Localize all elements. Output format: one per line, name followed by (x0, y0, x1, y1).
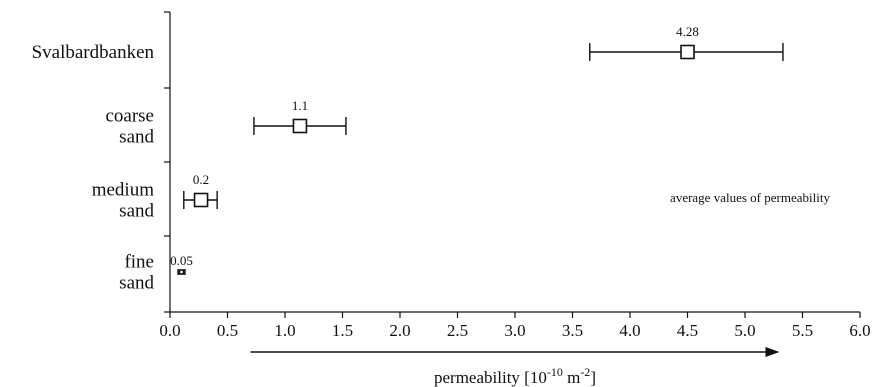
arrow-head (765, 347, 780, 357)
x-tick-label-5: 2.5 (447, 321, 468, 340)
x-tick-label-7: 3.5 (562, 321, 583, 340)
category-label-3-1: sand (119, 273, 154, 294)
x-axis-label-close: ] (590, 368, 596, 387)
category-label-1-0: coarse (105, 106, 154, 127)
x-tick-label-10: 5.0 (734, 321, 755, 340)
data-label-0: 4.28 (676, 24, 699, 39)
x-tick-label-2: 1.0 (274, 321, 295, 340)
x-axis-ticks: 0.0 0.5 1.0 1.5 2.0 2.5 3.0 3.5 4.0 4.5 5.0 5.5 6.0 (159, 312, 871, 340)
axes (169, 12, 860, 313)
category-label-2-0: medium (92, 180, 154, 201)
x-axis-label-exponent-1: -10 (547, 365, 563, 379)
data-label-3: 0.05 (170, 253, 193, 268)
category-label-3-0: fine (124, 252, 154, 273)
x-tick-label-12: 6.0 (849, 321, 870, 340)
x-tick-label-1: 0.5 (217, 321, 238, 340)
data-marker-3 (178, 269, 185, 275)
data-label-2: 0.2 (193, 172, 209, 187)
x-tick-label-4: 2.0 (389, 321, 410, 340)
x-axis-label-exponent-2: -2 (580, 365, 590, 379)
x-tick-label-8: 4.0 (619, 321, 640, 340)
data-marker-2 (193, 192, 209, 208)
category-label-1-1: sand (119, 127, 154, 148)
x-tick-label-3: 1.5 (332, 321, 353, 340)
x-axis-label-unit: m (563, 368, 580, 387)
x-axis-label-text: permeability [10 (434, 368, 547, 387)
annotation-text: average values of permeability (670, 190, 830, 205)
x-tick-label-11: 5.5 (792, 321, 813, 340)
data-label-1: 1.1 (292, 98, 308, 113)
x-tick-label-0: 0.0 (159, 321, 180, 340)
x-axis-label: permeability [10-10 m-2] (434, 365, 596, 387)
data-marks: 4.28 1.1 0.2 0.05 (170, 24, 784, 275)
category-label-2-1: sand (119, 201, 154, 222)
category-label-0-0: Svalbardbanken (32, 42, 155, 63)
category-labels: Svalbardbankencoarsesandmediumsandfinesa… (32, 42, 155, 294)
y-axis-ticks (164, 11, 170, 313)
data-marker-1 (292, 118, 308, 134)
data-marker-0 (680, 44, 695, 60)
x-tick-label-9: 4.5 (677, 321, 698, 340)
x-axis-arrow (250, 347, 780, 357)
x-tick-label-6: 3.0 (504, 321, 525, 340)
